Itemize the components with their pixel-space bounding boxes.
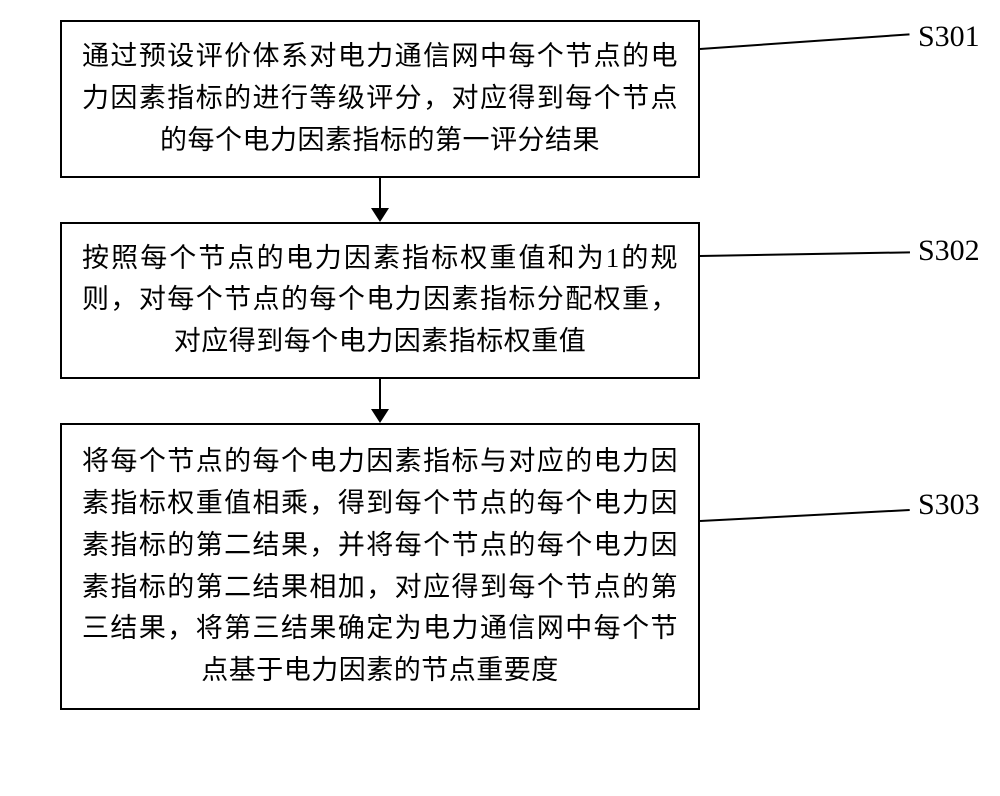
step-label-3-text: S303: [918, 488, 980, 521]
label-connector-3: [700, 509, 910, 522]
flow-node-3-text: 将每个节点的每个电力因素指标与对应的电力因素指标权重值相乘，得到每个节点的每个电…: [82, 446, 678, 685]
label-connector-1: [700, 33, 910, 50]
step-label-1: S301: [918, 20, 980, 54]
flow-node-1-text: 通过预设评价体系对电力通信网中每个节点的电力因素指标的进行等级评分，对应得到每个…: [82, 41, 678, 155]
flow-arrow-1: [60, 178, 700, 222]
flow-node-3: 将每个节点的每个电力因素指标与对应的电力因素指标权重值相乘，得到每个节点的每个电…: [60, 423, 700, 710]
flow-node-1: 通过预设评价体系对电力通信网中每个节点的电力因素指标的进行等级评分，对应得到每个…: [60, 20, 700, 178]
flow-node-2-text: 按照每个节点的电力因素指标权重值和为1的规则，对每个节点的每个电力因素指标分配权…: [82, 243, 678, 357]
step-label-1-text: S301: [918, 20, 980, 53]
step-label-2-text: S302: [918, 234, 980, 267]
step-label-3: S303: [918, 488, 980, 522]
label-connector-2: [700, 251, 910, 257]
flow-arrow-2: [60, 379, 700, 423]
step-label-2: S302: [918, 234, 980, 268]
flowchart-container: 通过预设评价体系对电力通信网中每个节点的电力因素指标的进行等级评分，对应得到每个…: [60, 20, 940, 710]
flow-node-2: 按照每个节点的电力因素指标权重值和为1的规则，对每个节点的每个电力因素指标分配权…: [60, 222, 700, 380]
